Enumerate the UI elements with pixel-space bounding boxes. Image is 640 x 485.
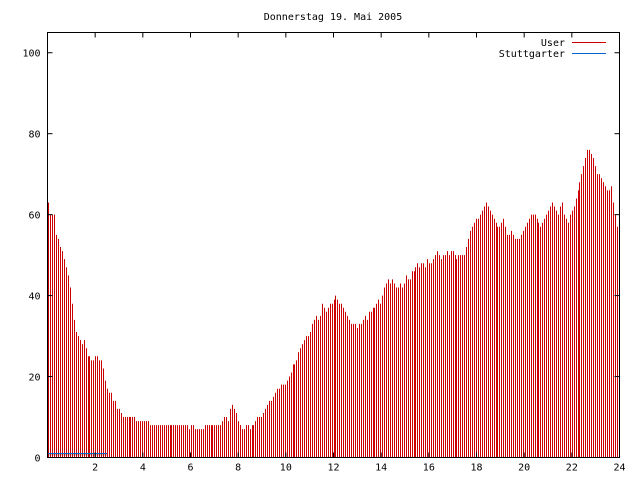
x-tick-label: 20 [518, 463, 530, 474]
y-tick-label: 100 [22, 49, 40, 60]
legend-label-stuttgarter: Stuttgarter [499, 49, 565, 60]
x-tick-label: 10 [280, 463, 292, 474]
y-tick-label: 80 [28, 130, 40, 141]
x-tick-label: 12 [327, 463, 339, 474]
x-tick-label: 22 [566, 463, 578, 474]
bars-layer [48, 149, 620, 458]
legend: User Stuttgarter [499, 38, 606, 60]
x-tick-label: 24 [613, 463, 625, 474]
x-tick-label: 8 [235, 463, 241, 474]
stuttgarter-layer [47, 452, 108, 456]
x-tick-label: 6 [187, 463, 193, 474]
y-tick-label: 60 [28, 211, 40, 222]
x-tick-label: 2 [92, 463, 98, 474]
x-tick-label: 14 [375, 463, 387, 474]
chart-title: Donnerstag 19. Mai 2005 [264, 12, 402, 23]
y-tick-label: 20 [28, 373, 40, 384]
x-tick-label: 16 [423, 463, 435, 474]
x-tick-label: 4 [140, 463, 146, 474]
x-tick-label: 18 [470, 463, 482, 474]
legend-label-user: User [541, 38, 565, 49]
y-tick-label: 40 [28, 292, 40, 303]
y-tick-label: 0 [34, 454, 40, 465]
